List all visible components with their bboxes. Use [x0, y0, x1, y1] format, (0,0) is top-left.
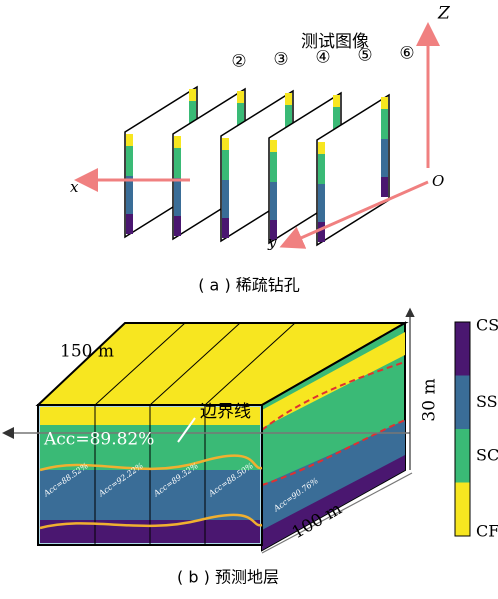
planes: ② ③ ④ ⑤ ⑥: [125, 44, 415, 246]
colorbar: CS SS SC CF: [455, 316, 498, 541]
borehole-band: [318, 142, 325, 154]
borehole-band: [126, 146, 133, 176]
borehole-band: [270, 140, 277, 152]
borehole-band: [381, 97, 388, 109]
plane-label: ③: [273, 50, 288, 70]
colorbar-label: SC: [476, 446, 498, 465]
borehole-band: [222, 218, 229, 238]
borehole-band: [222, 180, 229, 218]
borehole-band: [174, 136, 181, 148]
colorbar-label: CS: [476, 316, 498, 335]
borehole-band: [333, 95, 340, 107]
colorbar-label: SS: [476, 392, 498, 411]
panel-b: 150 m 100 m 30 m Acc=89.82% 边界线 Acc=88.5…: [5, 310, 498, 587]
z-label: Z: [437, 4, 451, 24]
borehole-band: [174, 178, 181, 216]
borehole-band: [126, 176, 133, 214]
borehole-band: [189, 89, 196, 101]
borehole-band: [381, 139, 388, 177]
height-label: 30 m: [420, 378, 440, 421]
borehole-band: [270, 152, 277, 182]
overall-accuracy: Acc=89.82%: [43, 430, 154, 450]
colorbar-swatch: [455, 483, 470, 537]
borehole-band: [126, 214, 133, 234]
borehole-band: [222, 150, 229, 180]
caption: ( b ) 预测地层: [177, 568, 279, 587]
borehole-band: [270, 182, 277, 220]
origin-label: O: [432, 172, 444, 190]
y-label: y: [267, 233, 277, 251]
borehole-band: [237, 91, 244, 103]
figure: 测试图像 ②③④⑤⑥ Z x y O ( a ) 稀疏钻孔 1: [0, 0, 498, 595]
borehole-band: [174, 148, 181, 178]
borehole-band: [174, 216, 181, 236]
colorbar-label: CF: [476, 522, 498, 541]
borehole-band: [126, 134, 133, 146]
borehole-band: [381, 109, 388, 139]
plane-label: ⑥: [399, 44, 414, 64]
borehole-band: [285, 93, 292, 105]
colorbar-swatch: [455, 322, 470, 376]
borehole-band: [381, 177, 388, 197]
borehole-band: [318, 184, 325, 222]
width-label: 150 m: [60, 342, 114, 362]
borehole-band: [222, 138, 229, 150]
colorbar-swatch: [455, 429, 470, 483]
colorbar-swatch: [455, 376, 470, 430]
borehole-band: [318, 154, 325, 184]
borehole-band: [318, 222, 325, 242]
caption: ( a ) 稀疏钻孔: [198, 276, 300, 295]
plane-label: ④: [315, 48, 330, 68]
boundary-label: 边界线: [200, 402, 251, 422]
plane-label: ⑤: [357, 46, 372, 66]
x-label: x: [70, 178, 79, 196]
plane-label: ②: [231, 52, 246, 72]
